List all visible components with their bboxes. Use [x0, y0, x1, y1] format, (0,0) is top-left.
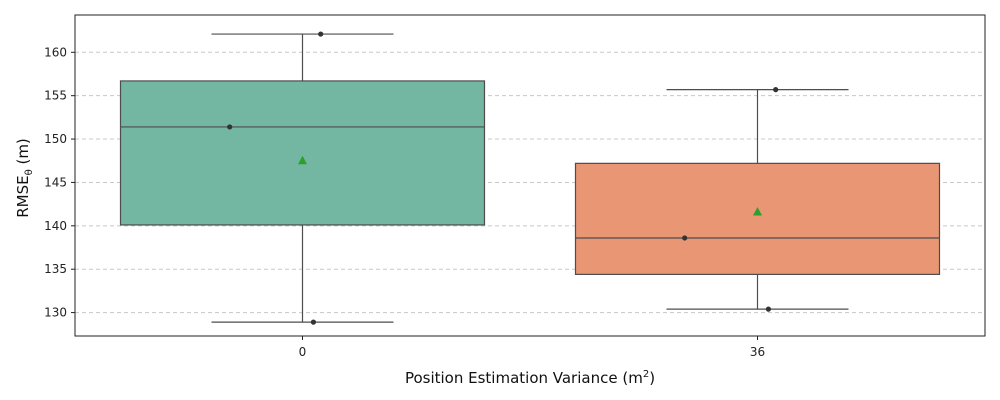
y-axis-label: RMSEθ (m) [14, 138, 35, 218]
x-axis-label-tail: ) [649, 369, 655, 387]
y-axis: 130 135 140 145 150 155 160 [44, 45, 75, 320]
mean-marker [298, 155, 307, 165]
y-axis-label-sub: θ [24, 169, 35, 175]
data-point [310, 319, 317, 325]
mean-marker [753, 206, 762, 216]
y-axis-label-tail: (m) [14, 138, 32, 169]
box-group-0 [119, 31, 486, 325]
y-tick-label: 160 [44, 45, 67, 59]
plot-frame [74, 14, 986, 337]
x-tick-label: 36 [750, 345, 765, 359]
y-axis-label-main: RMSE [14, 175, 32, 217]
data-point [765, 306, 772, 312]
data-point [773, 87, 779, 93]
y-tick-label: 130 [44, 306, 67, 320]
iqr-box [119, 80, 486, 226]
y-tick-label: 150 [44, 132, 67, 146]
box-series [119, 31, 941, 325]
y-tick-label: 145 [44, 175, 67, 189]
y-tick-label: 140 [44, 219, 67, 233]
data-point [318, 31, 324, 37]
y-tick-label: 135 [44, 262, 67, 276]
data-point [682, 235, 688, 241]
data-point [227, 124, 233, 130]
box-group-36 [574, 87, 941, 312]
y-tick-label: 155 [44, 89, 67, 103]
x-tick-label: 0 [299, 345, 307, 359]
x-axis: 0 36 [299, 336, 765, 359]
x-axis-label-main: Position Estimation Variance (m [405, 369, 643, 387]
iqr-box [574, 162, 941, 276]
x-axis-label-sup: 2 [643, 369, 649, 380]
x-axis-label: Position Estimation Variance (m2) [405, 369, 655, 387]
